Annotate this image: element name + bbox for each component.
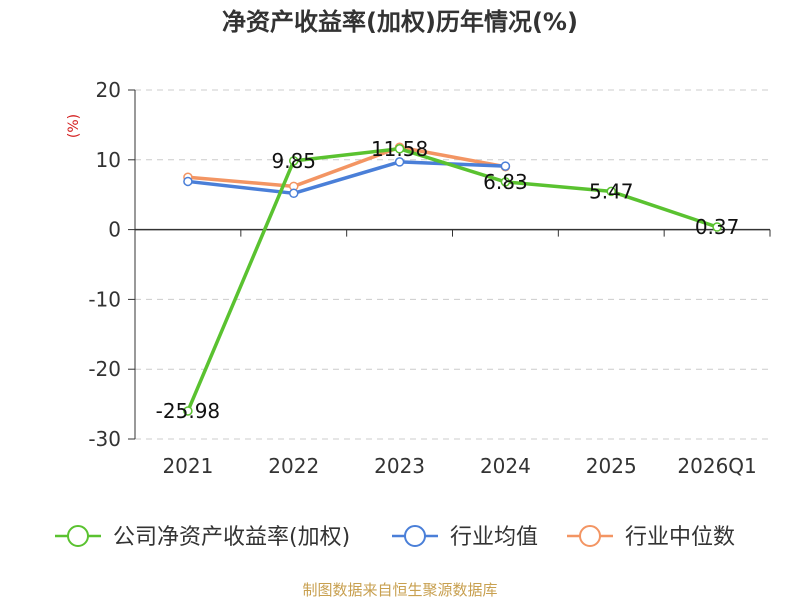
y-tick-label: -30 [88,427,121,451]
axes: 20 10 0 -10 -20 -30 2021 2022 2023 2024 2025 2026Q1 [88,78,771,478]
y-tick-label: 10 [96,148,121,172]
data-label: 5.47 [589,179,634,203]
data-point [289,156,299,166]
data-point [606,186,616,197]
data-point [500,177,511,187]
grid-lines [135,89,770,440]
data-point [394,157,405,167]
y-tick-label: -20 [88,357,121,381]
legend-marker [67,525,89,547]
x-tick-label: 2021 [162,454,213,478]
x-tick-label: 2022 [268,454,319,478]
legend-marker [404,525,426,547]
data-label: 0.37 [695,215,740,239]
legend-label: 行业中位数 [625,525,735,550]
data-labels: -25.98 9.85 11.58 6.83 5.47 0.37 [156,137,740,423]
data-point [289,188,299,199]
data-point [500,161,511,171]
data-point [394,144,405,154]
data-label: 9.85 [271,149,316,173]
data-label: 6.83 [483,170,528,194]
series-line [187,145,506,189]
source-note: 制图数据来自恒生聚源数据库 [302,581,497,599]
y-axis-label: (%) [66,114,82,138]
x-tick-label: 2024 [480,454,531,478]
x-tick-label: 2025 [586,454,637,478]
series-layer [183,142,722,416]
y-tick-label: 20 [96,78,121,102]
y-tick-label: -10 [88,287,121,311]
legend-marker [579,525,601,547]
y-tick-label: 0 [108,218,121,242]
x-tick-label: 2023 [374,454,425,478]
legend: 公司净资产收益率(加权) 行业均值 行业中位数 [55,525,735,550]
data-point [183,406,193,416]
data-point [712,222,722,232]
data-point [183,176,193,187]
chart-title: 净资产收益率(加权)历年情况(%) [222,8,578,36]
legend-label: 行业均值 [450,525,538,550]
data-label: -25.98 [156,399,220,423]
x-tick-label: 2026Q1 [677,454,756,478]
data-label: 11.58 [371,137,428,161]
series-line [186,147,718,412]
legend-label: 公司净资产收益率(加权) [113,525,350,550]
